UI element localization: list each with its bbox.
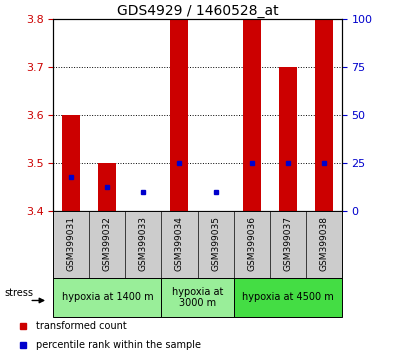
Bar [162,278,233,317]
Bar [278,67,297,211]
Bar [98,163,117,211]
Bar [171,19,188,211]
Text: stress: stress [4,288,33,298]
Text: hypoxia at 4500 m: hypoxia at 4500 m [242,292,333,302]
Text: GSM399037: GSM399037 [283,216,292,271]
Text: transformed count: transformed count [36,321,127,331]
Title: GDS4929 / 1460528_at: GDS4929 / 1460528_at [117,5,278,18]
Bar [62,115,80,211]
Text: GSM399033: GSM399033 [139,216,148,271]
Bar [233,278,342,317]
Text: GSM399032: GSM399032 [103,216,112,271]
Text: GSM399036: GSM399036 [247,216,256,271]
Text: percentile rank within the sample: percentile rank within the sample [36,340,201,350]
Bar [53,278,162,317]
Text: GSM399035: GSM399035 [211,216,220,271]
Text: hypoxia at
3000 m: hypoxia at 3000 m [172,286,223,308]
Text: hypoxia at 1400 m: hypoxia at 1400 m [62,292,153,302]
Text: GSM399034: GSM399034 [175,216,184,271]
Bar [315,19,333,211]
Bar [243,19,261,211]
Text: GSM399038: GSM399038 [319,216,328,271]
Text: GSM399031: GSM399031 [67,216,76,271]
